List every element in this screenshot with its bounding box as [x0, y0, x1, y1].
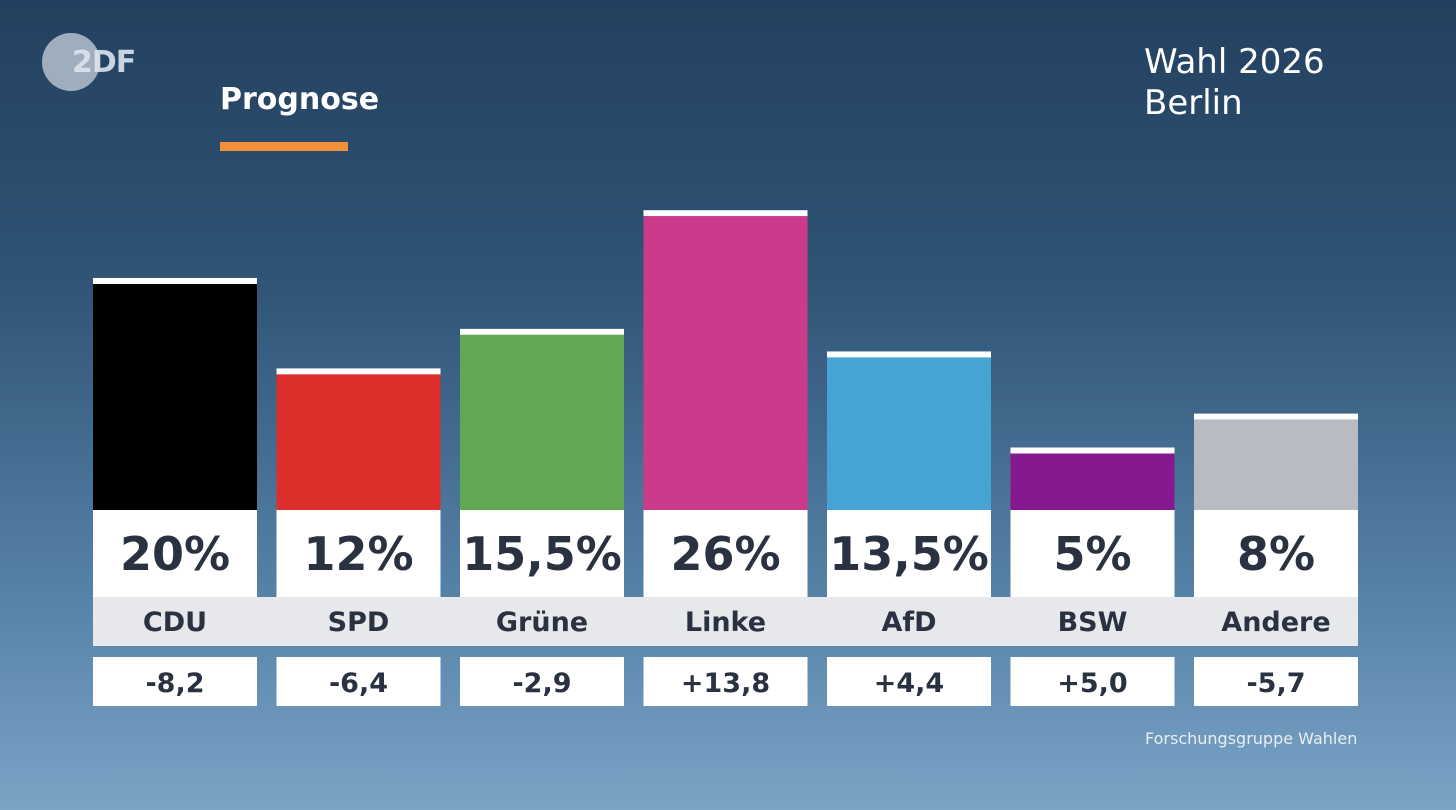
bar-linke [643, 216, 808, 510]
bar-spd [276, 374, 441, 510]
change-box-andere [1194, 657, 1358, 706]
title-line-city: Berlin [1144, 83, 1243, 123]
change-label-spd: -6,4 [329, 668, 388, 699]
zdf-logo-text: 2DF [72, 45, 136, 80]
category-label-cdu: CDU [143, 607, 207, 638]
subtitle-prognose: Prognose [220, 82, 380, 117]
source-label: Forschungsgruppe Wahlen [1145, 729, 1358, 748]
value-label-bsw: 5% [1053, 527, 1131, 581]
value-box-spd [276, 510, 441, 597]
change-box-afd [827, 657, 991, 706]
value-label-spd: 12% [303, 527, 413, 581]
title-block: Wahl 2026 Berlin [1144, 42, 1325, 124]
category-label-bsw: BSW [1058, 607, 1128, 638]
value-label-gruene: 15,5% [462, 527, 622, 581]
change-box-cdu [93, 657, 257, 706]
category-label-afd: AfD [881, 607, 936, 638]
bar-afd [827, 357, 991, 510]
name-box-gruene [460, 597, 644, 646]
change-box-spd [276, 657, 441, 706]
bar-cap-spd [276, 368, 441, 375]
change-label-afd: +4,4 [874, 668, 944, 699]
subtitle-underline [220, 142, 348, 151]
category-label-spd: SPD [328, 607, 390, 638]
bar-bsw [1010, 453, 1175, 510]
title-line-election: Wahl 2026 [1144, 42, 1325, 82]
name-box-afd [827, 597, 1011, 646]
zdf-logo: 2DF [42, 33, 142, 91]
bar-cap-gruene [460, 328, 624, 335]
name-box-linke [643, 597, 827, 646]
value-label-afd: 13,5% [829, 527, 989, 581]
value-label-linke: 26% [670, 527, 780, 581]
name-box-andere [1194, 597, 1358, 646]
change-box-gruene [460, 657, 624, 706]
change-label-bsw: +5,0 [1057, 668, 1127, 699]
bar-cdu [93, 284, 257, 510]
value-box-gruene [460, 510, 624, 597]
category-label-linke: Linke [685, 607, 766, 638]
category-label-andere: Andere [1221, 607, 1330, 638]
value-label-andere: 8% [1237, 527, 1315, 581]
value-box-linke [643, 510, 808, 597]
bar-cap-cdu [93, 278, 257, 284]
bar-gruene [460, 334, 624, 510]
name-box-spd [276, 597, 460, 646]
change-label-andere: -5,7 [1246, 668, 1305, 699]
value-box-andere [1194, 510, 1358, 597]
value-box-cdu [93, 510, 257, 597]
bar-cap-bsw [1010, 447, 1175, 454]
value-box-afd [827, 510, 991, 597]
change-box-linke [643, 657, 808, 706]
bar-cap-afd [827, 351, 991, 358]
value-box-bsw [1010, 510, 1175, 597]
name-box-cdu [93, 597, 277, 646]
change-label-gruene: -2,9 [512, 668, 571, 699]
name-box-bsw [1010, 597, 1194, 646]
bar-andere [1194, 419, 1358, 510]
change-label-linke: +13,8 [681, 668, 770, 699]
value-label-cdu: 20% [120, 527, 230, 581]
change-label-cdu: -8,2 [145, 668, 204, 699]
category-label-gruene: Grüne [496, 607, 588, 638]
bar-cap-andere [1194, 413, 1358, 420]
bar-cap-linke [643, 210, 808, 217]
zdf-logo-circle [42, 33, 100, 91]
change-box-bsw [1010, 657, 1175, 706]
